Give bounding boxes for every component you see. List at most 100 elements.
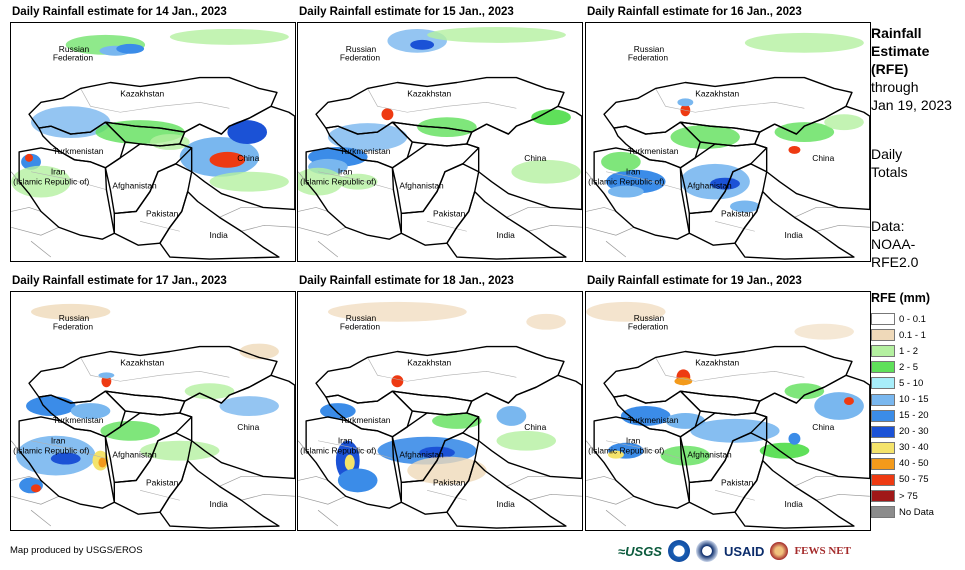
rainfall-patch xyxy=(209,151,246,168)
map-label: Afghanistan xyxy=(687,450,732,460)
map-label: Afghanistan xyxy=(112,181,157,191)
data-source-line3: RFE2.0 xyxy=(871,254,919,270)
country-border xyxy=(305,147,403,240)
country-border xyxy=(734,190,855,260)
legend-label: 5 - 10 xyxy=(899,377,924,389)
country-border xyxy=(754,105,870,211)
map-label: India xyxy=(785,499,804,509)
legend-label: 1 - 2 xyxy=(899,345,919,357)
country-border xyxy=(18,416,116,509)
legend-swatch xyxy=(871,506,895,519)
map-label: Iran xyxy=(51,436,66,446)
legend-item: 30 - 40 xyxy=(871,440,934,456)
legend-swatch xyxy=(871,393,895,406)
secondary-border xyxy=(298,495,346,505)
secondary-border xyxy=(586,171,595,182)
secondary-border xyxy=(30,240,52,258)
secondary-border xyxy=(816,493,870,501)
country-border xyxy=(593,147,691,240)
country-border xyxy=(446,190,567,260)
map-label: Pakistan xyxy=(433,477,466,487)
secondary-border xyxy=(794,207,839,218)
secondary-border xyxy=(298,207,329,212)
map-label: China xyxy=(237,153,259,163)
secondary-border xyxy=(586,440,595,451)
map-label: (Islamic Republic of) xyxy=(300,446,376,456)
map-label: Russian xyxy=(346,313,377,323)
rainfall-patch xyxy=(601,151,641,172)
province-border xyxy=(655,88,805,113)
map-label: Afghanistan xyxy=(399,181,444,191)
map-label: Turkmenistan xyxy=(628,415,679,425)
map-panel-1: Russian Federation Kazakhstan Turkmenistan I… xyxy=(10,22,296,262)
rainfall-patch xyxy=(327,301,467,322)
daily-totals-label: Daily Totals xyxy=(871,145,908,181)
rainfall-patch xyxy=(407,456,487,485)
country-border xyxy=(593,416,691,509)
map-label: India xyxy=(785,230,804,240)
map-label: (Islamic Republic of) xyxy=(13,446,89,456)
legend-item: 10 - 15 xyxy=(871,391,934,407)
rainfall-patch xyxy=(427,26,566,43)
rainfall-patch xyxy=(674,377,693,386)
rainfall-patch xyxy=(824,114,864,131)
map-label: Russian xyxy=(634,313,665,323)
country-border xyxy=(179,374,295,480)
usaid-logo: USAID xyxy=(723,543,765,559)
rainfall-patch xyxy=(344,454,355,471)
secondary-border xyxy=(794,476,839,487)
rainfall-patch xyxy=(608,185,644,198)
panel-title-1: Daily Rainfall estimate for 14 Jan., 202… xyxy=(12,6,227,18)
rainfall-patch xyxy=(31,106,111,139)
rainfall-patch xyxy=(98,372,115,379)
map-label: Afghanistan xyxy=(399,450,444,460)
legend-label: 40 - 50 xyxy=(899,458,929,470)
secondary-border xyxy=(586,226,634,236)
through-label: through xyxy=(871,79,919,95)
country-border xyxy=(159,459,280,529)
map-panel-5: Russian Federation Kazakhstan Turkmenistan I… xyxy=(297,291,583,531)
legend-label: 2 - 5 xyxy=(899,361,919,373)
country-border xyxy=(466,105,582,211)
legend-swatch xyxy=(871,457,895,470)
rainfall-patch xyxy=(239,343,279,360)
map-label: Turkmenistan xyxy=(340,146,391,156)
data-source-line1: Data: xyxy=(871,218,905,234)
country-border xyxy=(446,459,567,529)
secondary-border xyxy=(11,171,20,182)
map-label: Federation xyxy=(53,322,94,332)
rainfall-patch xyxy=(526,313,566,330)
usgs-logo: ≈USGS xyxy=(618,543,662,559)
secondary-border xyxy=(219,207,264,218)
legend-label: 20 - 30 xyxy=(899,426,929,438)
legend-item: > 75 xyxy=(871,488,934,504)
rainfall-patch xyxy=(320,403,356,419)
rfe-heading-line2: Estimate xyxy=(871,43,930,59)
map-label: (Islamic Republic of) xyxy=(300,177,376,187)
secondary-border xyxy=(605,240,627,258)
map-label: Pakistan xyxy=(721,477,754,487)
country-border xyxy=(754,374,870,480)
rainfall-patch xyxy=(794,323,854,340)
data-source-line2: NOAA- xyxy=(871,236,916,252)
map-label: Russian xyxy=(59,44,90,54)
secondary-border xyxy=(11,476,42,481)
rainfall-patch xyxy=(410,39,435,50)
secondary-border xyxy=(586,207,617,212)
rainfall-patch xyxy=(381,108,394,121)
rainfall-patch xyxy=(169,28,289,45)
rainfall-patch xyxy=(25,153,34,162)
province-border xyxy=(30,171,180,232)
map-label: China xyxy=(237,422,259,432)
rfe-heading-line1: Rainfall xyxy=(871,25,922,41)
secondary-border xyxy=(317,509,339,527)
legend-item: 0 - 0.1 xyxy=(871,311,934,327)
legend-swatch xyxy=(871,490,895,503)
map-label: Iran xyxy=(338,436,353,446)
map-label: India xyxy=(210,499,229,509)
rainfall-patch xyxy=(814,392,864,420)
